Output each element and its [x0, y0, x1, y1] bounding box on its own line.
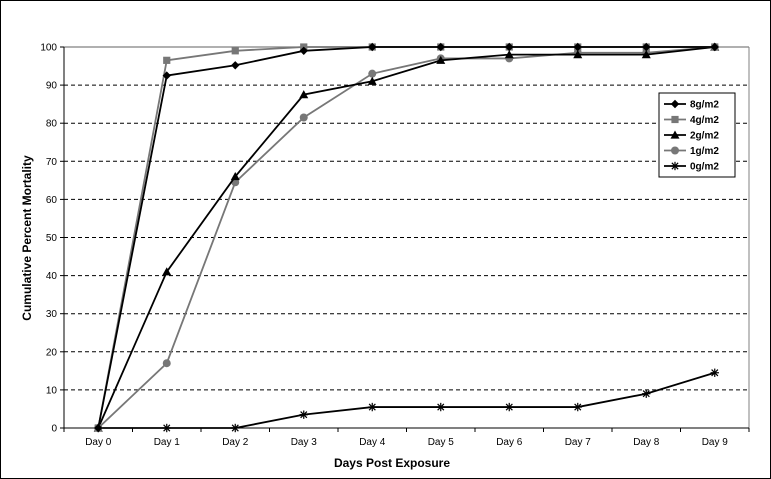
legend: 8g/m2 4g/m2 2g/m2 1g/m2 0g/m2 [658, 92, 736, 178]
data-point [505, 42, 514, 52]
legend-marker [671, 146, 679, 155]
y-tick-label: 70 [46, 157, 58, 168]
x-tick-label: Day 6 [496, 437, 523, 448]
x-tick-label: Day 3 [291, 437, 318, 448]
data-point [641, 50, 651, 59]
y-tick-label: 90 [46, 81, 58, 92]
y-tick-label: 0 [51, 424, 57, 435]
data-point [642, 389, 651, 398]
data-point [231, 47, 239, 55]
data-point [436, 402, 445, 412]
y-tick-label: 60 [46, 195, 58, 206]
data-point [231, 423, 240, 433]
x-tick-label: Day 8 [633, 437, 660, 448]
data-point [299, 46, 308, 56]
legend-entry: 8g/m2 [664, 100, 719, 111]
series-line [98, 371, 716, 429]
x-axis-title: Days Post Exposure [334, 456, 450, 470]
legend-entry: 1g/m2 [664, 146, 719, 157]
data-point [368, 402, 377, 412]
data-point [231, 61, 240, 70]
y-tick-label: 30 [46, 309, 58, 320]
data-point [710, 42, 719, 52]
legend-marker [670, 161, 680, 171]
data-point [299, 410, 308, 419]
data-point [573, 42, 582, 52]
data-point [436, 42, 445, 52]
y-tick-label: 50 [46, 233, 58, 244]
x-tick-label: Day 1 [154, 437, 181, 448]
y-tick-label: 10 [46, 385, 58, 396]
data-point [436, 55, 446, 64]
series-line [97, 46, 715, 429]
x-tick-label: Day 4 [359, 437, 386, 448]
data-point [162, 359, 171, 368]
data-point [710, 368, 719, 377]
y-axis-title: Cumulative Percent Mortality [20, 155, 34, 321]
data-point [505, 402, 514, 412]
x-tick-label: Day 7 [565, 437, 592, 448]
data-point [162, 71, 171, 80]
legend-entry: 0g/m2 [664, 162, 719, 173]
x-tick-label: Day 9 [702, 437, 729, 448]
data-point [162, 267, 172, 276]
legend-marker [670, 99, 680, 109]
y-tick-label: 100 [40, 43, 57, 54]
y-tick-label: 40 [46, 271, 58, 282]
series-line [97, 46, 715, 429]
x-tick-label: Day 2 [222, 437, 249, 448]
legend-entry: 4g/m2 [664, 115, 719, 126]
data-point [299, 90, 309, 99]
legend-marker [670, 130, 680, 139]
data-point [504, 50, 514, 59]
y-tick-label: 20 [46, 347, 58, 358]
data-point [368, 42, 377, 52]
data-point [642, 42, 651, 52]
data-point [162, 423, 171, 433]
legend-marker [671, 115, 679, 124]
data-point [367, 76, 377, 85]
legend-label: 2g/m2 [690, 131, 719, 142]
data-point [230, 172, 240, 181]
data-point [94, 423, 103, 433]
x-tick-label: Day 0 [85, 437, 112, 448]
legend-label: 1g/m2 [690, 146, 719, 157]
data-point [299, 113, 308, 122]
data-point [368, 69, 377, 78]
series-8g-m2 [94, 42, 719, 433]
x-tick-label: Day 5 [428, 437, 455, 448]
y-tick-label: 80 [46, 119, 58, 130]
legend-label: 0g/m2 [690, 162, 719, 173]
data-point [573, 50, 583, 59]
legend-label: 8g/m2 [690, 100, 719, 111]
series-line [97, 46, 715, 429]
legend-label: 4g/m2 [690, 115, 719, 126]
legend-entry: 2g/m2 [664, 130, 719, 142]
data-point [163, 56, 171, 64]
data-point [573, 402, 582, 412]
